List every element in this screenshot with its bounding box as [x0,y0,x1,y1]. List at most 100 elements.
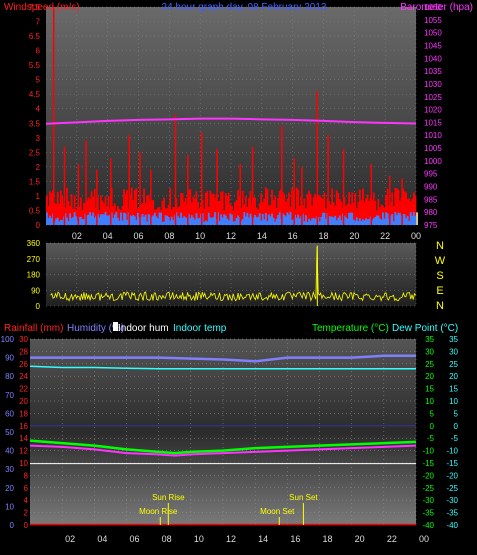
wind-average-mark [195,213,198,225]
wind-gust-mark [332,202,335,225]
wind-average-mark [375,215,378,225]
wind-average-mark [221,217,224,225]
wind-average-mark [223,214,226,225]
wind-gust-mark [321,198,324,225]
wind-gust-mark [261,202,264,225]
wind-gust-mark [311,205,314,225]
wind-average-mark [286,212,289,225]
humidity-tick-label: 40 [5,447,14,456]
wind-average-mark [366,219,369,225]
event-label: Moon Rise [139,507,178,516]
wind-average-mark [50,218,53,225]
dewpoint-tick-label: -40 [446,521,458,530]
wind-average-mark [99,214,102,225]
wind-gust-mark [106,206,108,225]
wind-gust-mark [297,189,300,225]
wind-average-mark [201,213,204,225]
wind-gust-mark [386,188,389,225]
wind-gust-mark [55,203,58,225]
wind-gust-mark [93,188,96,225]
wind-gust-mark [189,189,192,225]
wind-average-mark [374,216,377,225]
humidity-marker [113,322,118,331]
panel1-left-tick-label: 0.5 [29,206,41,215]
wind-gust-mark [286,198,289,225]
wind-average-mark [372,218,375,225]
wind-average-mark [170,216,173,225]
wind-average-mark [181,217,184,225]
panel3-x-tick-label: 08 [162,534,172,544]
wind-average-mark [56,217,59,225]
wind-gust-mark [363,202,366,225]
panel3-x-tick-label: 22 [387,534,397,544]
wind-gust-mark [70,194,73,225]
panel1-left-tick-label: 1.5 [29,177,41,186]
temperature-tick-label: -30 [422,496,434,505]
wind-average-mark [288,214,290,225]
wind-average-mark [167,217,170,225]
wind-gust-mark [320,197,323,225]
wind-gust-mark [92,196,95,225]
wind-average-mark [257,216,260,225]
panel1-right-tick-label: 1040 [424,54,442,63]
wind-average-mark [58,221,61,225]
wind-gust-mark [175,198,178,225]
wind-gust-mark [405,192,408,225]
wind-average-mark [394,212,397,225]
wind-average-mark [385,212,388,225]
wind-gust-mark [123,189,125,225]
wind-gust-mark [275,207,278,225]
wind-gust-mark [104,196,107,225]
wind-average-mark [178,217,181,225]
wind-gust-mark [414,196,417,225]
wind-average-mark [64,213,67,225]
dewpoint-tick-label: 0 [454,422,459,431]
wind-average-mark [263,219,266,225]
rain-tick-label: 4 [24,496,29,505]
wind-average-mark [210,217,213,225]
wind-average-mark [118,220,121,225]
wind-gust-mark [391,192,394,225]
wind-gust-mark [150,200,153,225]
wind-gust-mark [264,187,267,225]
wind-average-mark [278,212,281,225]
wind-average-mark [343,215,346,225]
panel1-right-tick-label: 1000 [424,157,442,166]
wind-average-mark [266,221,269,225]
wind-gust-mark [190,202,193,225]
panel1-left-tick-label: 4.5 [29,90,41,99]
wind-gust-mark [209,190,212,225]
dewpoint-tick-label: 10 [449,397,458,406]
wind-gust-mark [374,200,377,225]
wind-gust-mark [366,194,369,225]
dewpoint-tick-label: 25 [449,360,458,369]
wind-average-mark [309,220,312,225]
wind-average-mark [143,216,145,225]
panel1-x-tick-label: 18 [318,231,328,241]
wind-gust-mark [89,199,92,225]
wind-gust-mark [167,204,170,225]
wind-average-mark [318,221,321,225]
panel1-x-tick-label: 08 [164,231,174,241]
wind-average-mark [66,217,68,225]
panel3-legend-label: Rainfall (mm) [4,323,63,334]
panel3-x-tick-label: 12 [226,534,236,544]
panel1-left-tick-label: 2 [36,163,41,172]
panel1-x-tick-label: 04 [103,231,113,241]
wind-gust-mark [306,193,309,225]
wind-average-mark [264,213,267,225]
temperature-tick-label: 35 [425,335,434,344]
wind-average-mark [175,212,178,225]
wind-average-mark [59,219,62,225]
wind-average-mark [281,213,284,225]
wind-gust-mark [187,190,190,225]
wind-average-mark [403,214,406,225]
wind-average-mark [163,221,166,225]
series-dew-point-line [29,444,417,457]
panel3-legend-label: Indoor temp [173,323,227,334]
wind-average-mark [110,212,113,225]
wind-average-mark [146,221,149,225]
wind-average-mark [328,216,330,225]
wind-gust-mark [169,188,172,225]
